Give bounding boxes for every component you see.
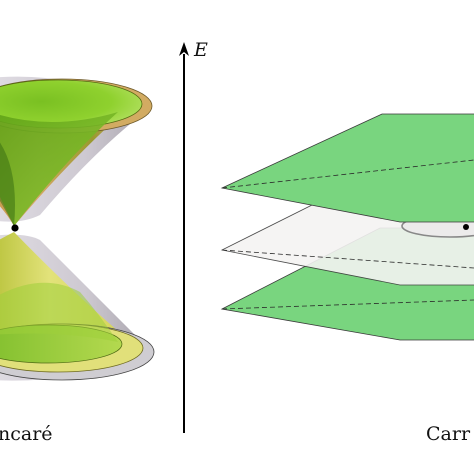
middle-plane-point bbox=[463, 224, 469, 230]
upper-plane bbox=[220, 113, 474, 223]
middle-plane-dash bbox=[221, 249, 474, 269]
poincare-panel: ncaré bbox=[0, 76, 155, 445]
energy-axis-arrowhead bbox=[179, 42, 189, 56]
upper-cone-interior bbox=[0, 112, 118, 226]
poincare-caption: ncaré bbox=[0, 423, 53, 445]
carroll-caption: Carr bbox=[426, 423, 471, 445]
upper-plane-dash bbox=[221, 159, 474, 189]
lower-cone-inner bbox=[0, 282, 118, 342]
energy-axis-label: E bbox=[193, 39, 208, 61]
upper-cone-shadow bbox=[0, 142, 15, 226]
lower-plane-dash bbox=[221, 299, 474, 310]
apex-point bbox=[11, 224, 19, 232]
carroll-panel: Carr bbox=[220, 113, 474, 445]
energy-axis: E bbox=[179, 39, 208, 433]
